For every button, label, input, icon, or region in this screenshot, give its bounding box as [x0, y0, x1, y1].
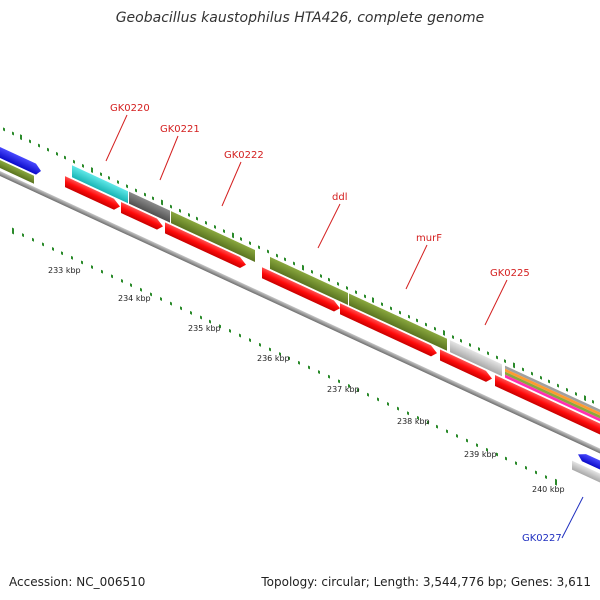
cds-arrow-gk0225[interactable]	[440, 349, 492, 385]
gene-label-gk0225[interactable]: GK0225	[490, 268, 530, 279]
tick-label: 238 kbp	[397, 417, 430, 426]
gene-ddl-feature[interactable]	[270, 256, 348, 305]
tick-label: 236 kbp	[257, 354, 290, 363]
tick-label: 237 kbp	[327, 385, 360, 394]
accession-text: Accession: NC_006510	[9, 575, 145, 589]
tick-label: 233 kbp	[48, 266, 81, 275]
cds-arrow-ddl[interactable]	[262, 267, 340, 314]
cds-arrow-murf[interactable]	[340, 303, 437, 359]
gene-label-gk0227[interactable]: GK0227	[522, 533, 562, 544]
genome-backbone	[0, 171, 600, 454]
cds-arrow-right[interactable]	[495, 374, 600, 435]
tick-label: 234 kbp	[118, 294, 151, 303]
gene-gk0220-feature[interactable]	[72, 165, 128, 204]
gene-gk0227-feature[interactable]	[572, 460, 600, 483]
cds-arrow-gk0220[interactable]	[65, 176, 120, 212]
outer-tick-ring	[3, 127, 594, 404]
tick-label: 240 kbp	[532, 485, 565, 494]
gene-label-ddl[interactable]: ddl	[332, 192, 347, 203]
map-title: Geobacillus kaustophilus HTA426, complet…	[116, 10, 485, 26]
gene-label-gk0222[interactable]: GK0222	[224, 150, 264, 161]
tick-label: 235 kbp	[188, 324, 221, 333]
gene-murf-feature[interactable]	[349, 293, 447, 351]
gene-label-gk0221[interactable]: GK0221	[160, 124, 200, 135]
gene-gk0227-blue-feature[interactable]	[578, 450, 600, 470]
cds-arrow-gk0222[interactable]	[165, 222, 246, 270]
gene-gk0225-feature[interactable]	[450, 340, 502, 377]
cds-arrow-gk0221[interactable]	[121, 201, 163, 232]
gene-gk0221-feature[interactable]	[129, 191, 170, 223]
left-olive-feature[interactable]	[0, 160, 34, 184]
inner-tick-ring	[12, 227, 557, 486]
kbp-labels: 233 kbp 234 kbp 235 kbp 236 kbp 237 kbp …	[48, 266, 565, 494]
gene-labels: GK0220 GK0221 GK0222 ddl murF GK0225 GK0…	[110, 103, 562, 544]
genome-summary-text: Topology: circular; Length: 3,544,776 bp…	[260, 575, 591, 589]
gene-label-gk0220[interactable]: GK0220	[110, 103, 150, 114]
leader-lines	[105, 114, 584, 539]
tick-label: 239 kbp	[464, 450, 497, 459]
multi-track-feature[interactable]	[505, 365, 600, 422]
gene-gk0222-feature[interactable]	[171, 211, 255, 262]
left-blue-feature[interactable]	[0, 147, 41, 177]
gene-label-murf[interactable]: murF	[416, 233, 442, 244]
